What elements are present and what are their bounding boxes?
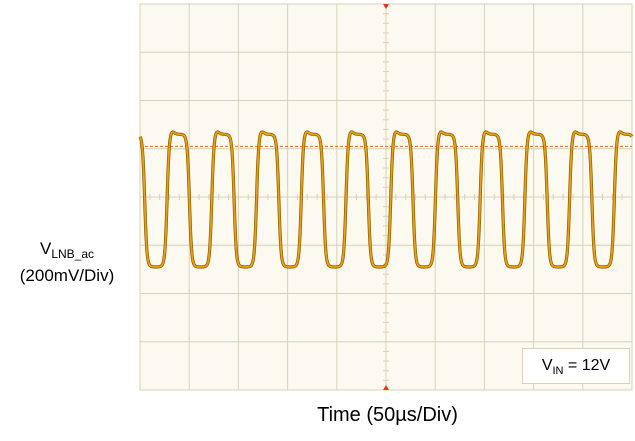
- y-axis-label: VLNB_ac (200mV/Div): [19, 239, 115, 285]
- x-axis-label: Time (50µs/Div): [317, 404, 458, 426]
- waveform-trace: [139, 131, 633, 268]
- trigger-position-bottom-marker: [383, 385, 389, 390]
- input-voltage-annotation: VIN = 12V: [522, 348, 630, 384]
- grid: [139, 3, 633, 391]
- trigger-position-top-marker: [383, 4, 389, 9]
- trigger-markers: [383, 4, 389, 390]
